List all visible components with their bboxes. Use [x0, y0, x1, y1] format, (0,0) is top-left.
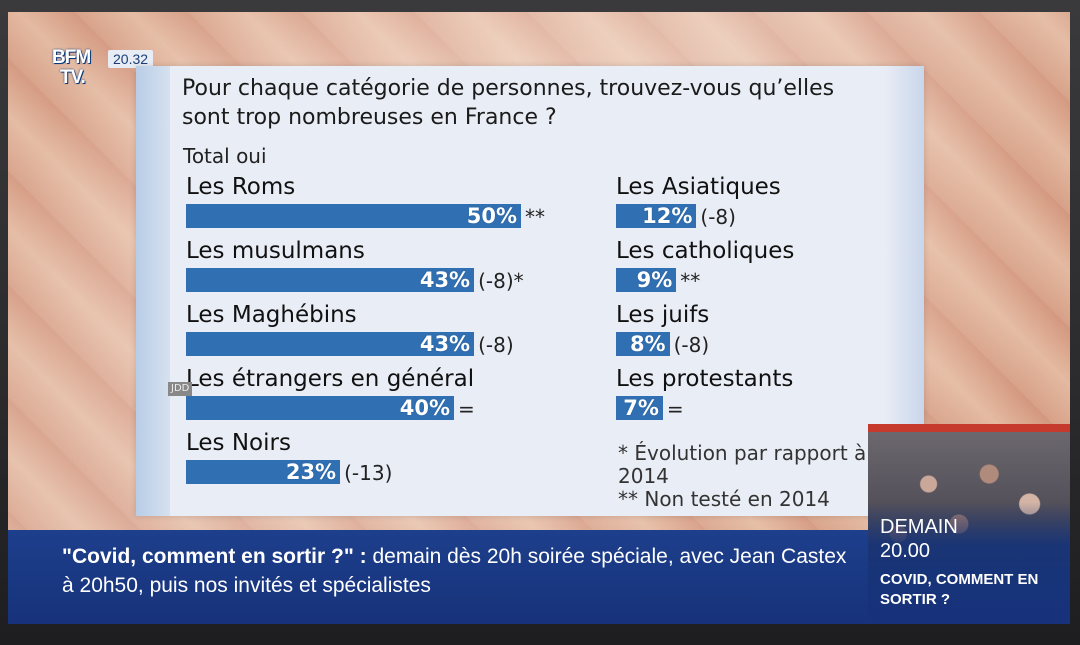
bar-value-les-asiatiques: 12% [642, 204, 693, 228]
category-label-les-protestants: Les protestants [616, 366, 794, 392]
bar-note-les-roms: ** [525, 205, 545, 229]
promo-overlay [868, 502, 1070, 624]
bar-les-roms [186, 204, 521, 228]
bar-les-juifs [616, 332, 670, 356]
logo-line-1: BFM [52, 47, 91, 68]
clock-badge: 20.32 [108, 50, 154, 68]
bar-les-etrangers-en-general [186, 396, 454, 420]
ticker-highlight: "Covid, comment en sortir ?" : [62, 545, 367, 568]
promo-title: COVID, COMMENT EN SORTIR ? [880, 571, 1039, 608]
promo-thumbnail: DEMAIN 20.00 COVID, COMMENT EN SORTIR ? [868, 424, 1070, 624]
category-label-les-musulmans: Les musulmans [186, 238, 365, 264]
ticker-text: "Covid, comment en sortir ?" : demain dè… [62, 542, 862, 600]
footnotes: * Évolution par rapport à 2014 ** Non te… [618, 442, 918, 511]
bar-note-les-etrangers-en-general: = [458, 397, 475, 421]
bar-note-les-asiatiques: (-8) [700, 205, 736, 229]
bar-value-les-maghebins: 43% [419, 332, 471, 356]
tv-screen: BFM TV. 20.32 Pour chaque catégorie de p… [8, 12, 1070, 624]
category-label-les-catholiques: Les catholiques [616, 238, 795, 264]
category-label-les-roms: Les Roms [186, 174, 296, 200]
promo-label: DEMAIN [880, 516, 958, 538]
bar-note-les-maghebins: (-8) [478, 333, 514, 357]
bfmtv-logo: BFM TV. [52, 48, 102, 94]
promo-time: 20.00 [880, 540, 931, 562]
bar-note-les-noirs: (-13) [344, 461, 393, 485]
bar-les-catholiques [616, 268, 677, 292]
chart-subtitle: Total oui [183, 144, 267, 168]
bar-les-maghebins [186, 332, 475, 356]
news-ticker: "Covid, comment en sortir ?" : demain dè… [8, 530, 872, 624]
bar-value-les-catholiques: 9% [636, 268, 673, 292]
category-label-les-etrangers-en-general: Les étrangers en général [186, 366, 475, 392]
logo-line-2: TV. [60, 67, 86, 88]
bar-value-les-roms: 50% [466, 204, 517, 228]
category-label-les-asiatiques: Les Asiatiques [616, 174, 781, 200]
bar-les-asiatiques [616, 204, 697, 228]
footnote-not-tested: ** Non testé en 2014 [618, 487, 830, 511]
source-tag: JDD [168, 382, 193, 396]
ticker-body: demain dès 20h soirée spéciale, avec Jea… [62, 545, 847, 597]
promo-red-bar [868, 424, 1070, 432]
category-label-les-noirs: Les Noirs [186, 430, 291, 456]
category-label-les-maghebins: Les Maghébins [186, 302, 357, 328]
bar-note-les-juifs: (-8) [673, 333, 710, 357]
bar-les-musulmans [186, 268, 475, 292]
category-label-les-juifs: Les juifs [616, 302, 710, 328]
bar-les-protestants [616, 396, 663, 420]
bar-value-les-juifs: 8% [629, 332, 666, 356]
bar-note-les-protestants: = [666, 397, 684, 421]
bar-value-les-musulmans: 43% [419, 268, 471, 292]
footnote-evolution: * Évolution par rapport à 2014 [618, 441, 867, 488]
poll-panel: Pour chaque catégorie de personnes, trou… [136, 66, 924, 516]
bar-note-les-musulmans: (-8)* [478, 269, 524, 293]
bar-value-les-noirs: 23% [285, 460, 337, 484]
bar-value-les-protestants: 7% [623, 396, 659, 420]
bar-value-les-etrangers-en-general: 40% [399, 396, 450, 420]
chart-title: Pour chaque catégorie de personnes, trou… [182, 76, 835, 130]
bar-les-noirs [186, 460, 341, 484]
panel-left-edge [136, 66, 170, 516]
bar-note-les-catholiques: ** [680, 269, 701, 293]
